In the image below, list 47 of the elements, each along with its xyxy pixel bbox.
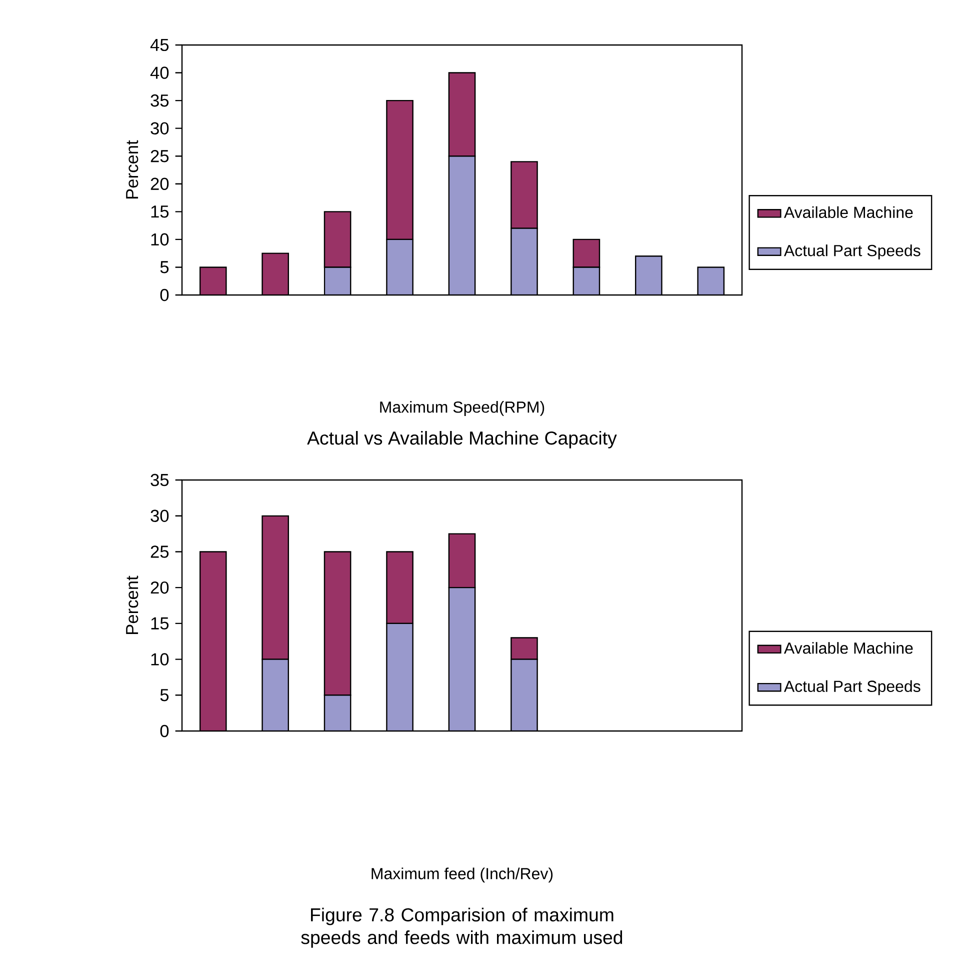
legend-label: Actual Part Speeds <box>784 244 920 260</box>
y-tick-label: 25 <box>150 546 169 558</box>
bar <box>199 266 227 295</box>
bar <box>386 238 414 295</box>
y-tick-label: 35 <box>150 474 169 486</box>
y-axis-title: Percent <box>126 140 138 198</box>
bar <box>634 256 662 295</box>
y-tick-label: 15 <box>151 617 169 630</box>
legend-label: Available Machine <box>784 642 913 654</box>
y-tick-label: 25 <box>150 150 169 162</box>
y-axis-title: Percent <box>126 576 138 634</box>
y-tick-label: 10 <box>151 233 169 246</box>
y-tick-label: 45 <box>150 38 169 52</box>
y-tick-label: 30 <box>150 122 169 134</box>
x-axis-title: Maximum feed (Inch/Rev) <box>372 868 553 882</box>
bar <box>448 156 476 295</box>
bar <box>324 266 352 295</box>
bar <box>572 266 600 295</box>
y-tick-label: 20 <box>150 178 169 190</box>
bar <box>386 100 414 240</box>
x-axis-title: Maximum Speed(RPM) <box>380 401 544 416</box>
bar <box>572 238 600 268</box>
bar <box>510 658 538 732</box>
y-tick-label: 15 <box>151 206 169 218</box>
y-tick-label: 0 <box>160 288 169 302</box>
y-tick-label: 0 <box>160 724 169 738</box>
chart-title: Actual vs Available Machine Capacity <box>307 430 617 448</box>
bar <box>697 266 725 295</box>
legend-label: Available Machine <box>784 206 913 218</box>
y-tick-label: 10 <box>151 653 169 666</box>
bar <box>510 161 538 229</box>
y-tick-label: 35 <box>150 94 169 107</box>
bar <box>448 72 476 157</box>
bar <box>386 622 414 732</box>
y-tick-label: 5 <box>160 261 169 274</box>
y-tick-label: 40 <box>150 66 169 79</box>
bar <box>262 252 289 295</box>
legend-label: Actual Part Speeds <box>784 680 920 696</box>
caption: Figure 7.8 Comparision of maximum speeds and feeds with maximum used <box>301 908 622 948</box>
y-tick-label: 5 <box>160 689 169 702</box>
y-tick-label: 30 <box>150 510 169 522</box>
y-tick-label: 20 <box>150 581 169 594</box>
bar <box>324 211 352 268</box>
bar <box>448 586 476 732</box>
bar <box>262 658 289 732</box>
bar <box>324 694 352 732</box>
bar <box>510 228 538 295</box>
